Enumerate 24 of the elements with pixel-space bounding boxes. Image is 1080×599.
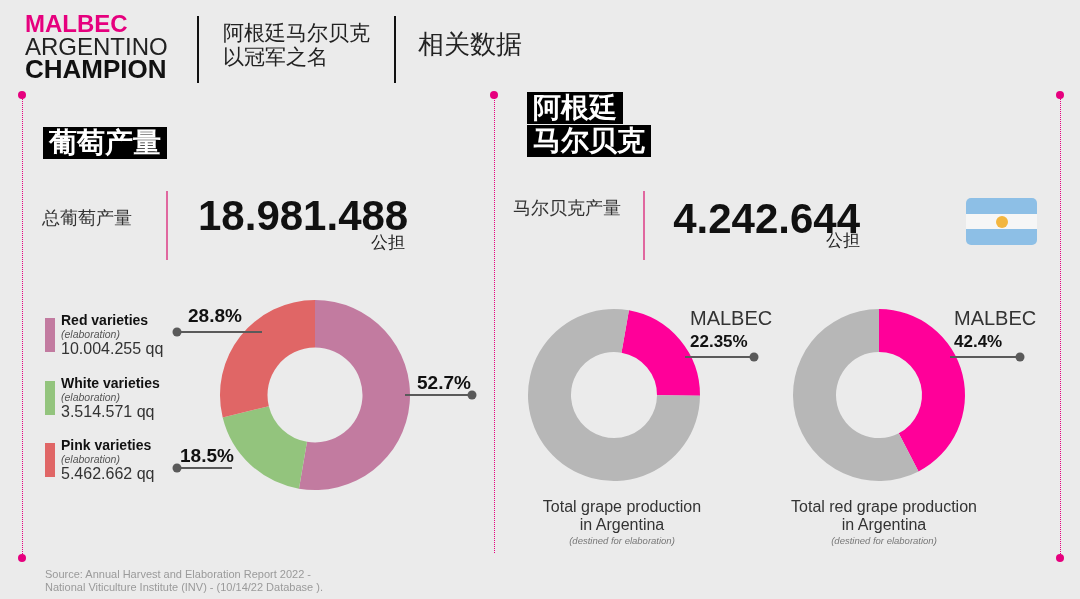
- text: 马尔贝克产量: [513, 198, 621, 218]
- text: (destined for elaboration): [830, 535, 938, 546]
- text: 总葡萄产量: [42, 208, 132, 228]
- legend-label: Pink varieties (elaboration) 5.462.662 qq: [61, 437, 155, 482]
- text: Total red grape production in Argentina: [790, 498, 978, 534]
- chart-subtitle: 马尔贝克: [527, 125, 651, 157]
- legend-label: White varieties (elaboration) 3.514.571 qq: [61, 374, 160, 420]
- data-label: 28.8%: [188, 305, 242, 326]
- data-label: 18.5%: [180, 445, 234, 466]
- text: 公担: [826, 231, 860, 251]
- text: 相关数据: [418, 29, 522, 59]
- data-label: 42.4%: [954, 332, 1003, 351]
- slice-label: MALBEC: [954, 307, 1037, 329]
- source-note: Source: Annual Harvest and Elaboration Report 2022 - National Viticulture Institute (INV) - (10/14/22 Database ).: [45, 568, 324, 594]
- legend-label: Red varieties (elaboration) 10.004.255 qq: [61, 312, 164, 357]
- data-label: 52.7%: [417, 372, 471, 393]
- text: 阿根廷马尔贝克以冠军之名: [223, 21, 371, 69]
- data-label: 22.35%: [690, 332, 748, 351]
- text: MALBEC ARGENTINO CHAMPION: [25, 10, 168, 84]
- text: Total grape production in Argentina: [541, 498, 703, 534]
- chart-title: 阿根廷: [527, 92, 623, 124]
- text: (destined for elaboration): [568, 535, 676, 546]
- slice-label: MALBEC: [690, 307, 773, 329]
- chart-title: 葡萄产量: [43, 127, 167, 159]
